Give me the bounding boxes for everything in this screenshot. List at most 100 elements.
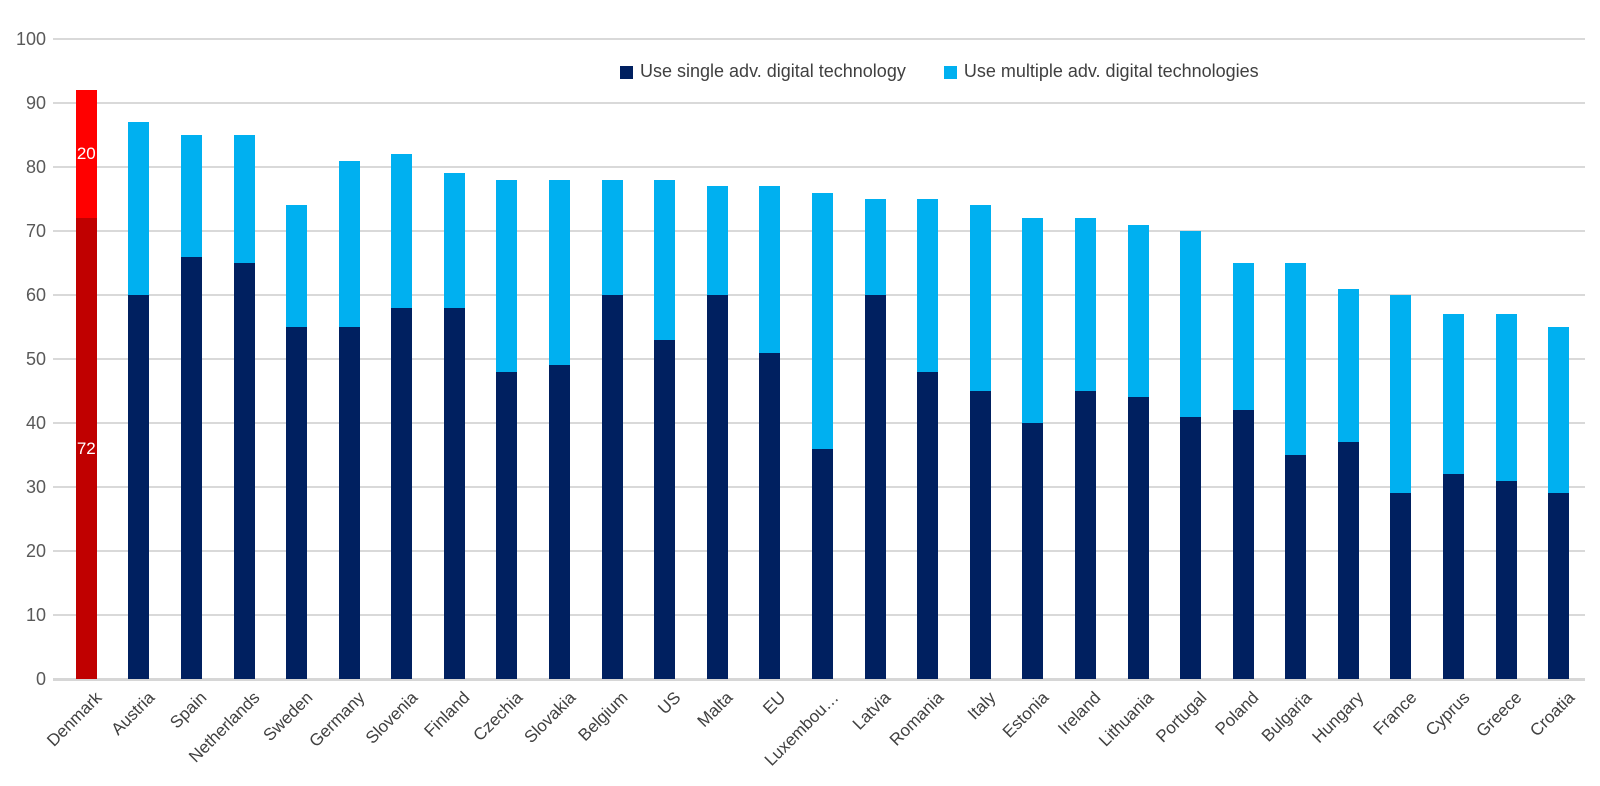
bar-malta — [706, 186, 728, 679]
bar-france-single-segment — [1390, 493, 1412, 679]
bar-croatia-multiple-segment — [1548, 327, 1570, 494]
bar-eu-multiple-segment — [759, 186, 781, 353]
bar-ireland-multiple-segment — [1074, 218, 1096, 391]
bar-malta-multiple-segment — [706, 186, 728, 295]
bar-germany-single-segment — [338, 327, 360, 679]
bar-finland-multiple-segment — [443, 173, 465, 308]
gridline — [53, 102, 1585, 104]
bar-spain-single-segment — [180, 256, 202, 679]
legend-swatch-single-icon — [620, 65, 633, 79]
bar-germany-multiple-segment — [338, 160, 360, 327]
bar-value-label-multiple: 20 — [76, 144, 96, 164]
bar-lithuania-single-segment — [1127, 397, 1149, 679]
bar-us-single-segment — [654, 339, 676, 679]
bar-slovakia-multiple-segment — [549, 179, 571, 366]
bar-estonia — [1022, 218, 1044, 679]
plot-area: 20 72 — [53, 38, 1585, 681]
bar-slovakia-single-segment — [549, 365, 571, 679]
y-tick-label: 50 — [25, 349, 46, 369]
x-axis-line — [53, 678, 1585, 681]
y-tick-label: 60 — [25, 285, 46, 305]
bar-spain — [180, 135, 202, 679]
bar-france — [1390, 295, 1412, 679]
y-tick-label: 10 — [25, 605, 46, 625]
bar-romania — [917, 199, 939, 679]
bar-bulgaria-multiple-segment — [1285, 263, 1307, 455]
bar-austria-single-segment — [128, 295, 150, 679]
bar-italy-single-segment — [969, 391, 991, 679]
bar-ireland — [1074, 218, 1096, 679]
bar-estonia-single-segment — [1022, 423, 1044, 679]
bar-estonia-multiple-segment — [1022, 218, 1044, 423]
bar-cyprus — [1443, 314, 1465, 679]
y-tick-label: 30 — [25, 477, 46, 497]
bar-greece-multiple-segment — [1495, 314, 1517, 481]
bar-us-multiple-segment — [654, 179, 676, 340]
bar-belgium-single-segment — [601, 295, 623, 679]
x-tick-label-denmark: Denmark — [43, 688, 106, 751]
y-tick-label: 100 — [15, 29, 46, 49]
legend-item-single: Use single adv. digital technology — [620, 61, 906, 82]
bar-slovenia-multiple-segment — [391, 154, 413, 308]
bar-austria-multiple-segment — [128, 122, 150, 295]
bar-netherlands — [233, 135, 255, 679]
bar-bulgaria-single-segment — [1285, 455, 1307, 679]
bar-austria — [128, 122, 150, 679]
bar-portugal-multiple-segment — [1180, 231, 1202, 417]
bar-finland — [443, 173, 465, 679]
bar-germany — [338, 160, 360, 679]
bar-cyprus-multiple-segment — [1443, 314, 1465, 475]
bar-latvia-single-segment — [864, 295, 886, 679]
bar-belgium — [601, 179, 623, 679]
bar-latvia — [864, 199, 886, 679]
bar-czechia-multiple-segment — [496, 179, 518, 372]
legend-label-multiple: Use multiple adv. digital technologies — [963, 61, 1259, 81]
bar-denmark: 20 72 — [75, 90, 97, 679]
bar-croatia — [1548, 327, 1570, 679]
bar-poland — [1232, 263, 1254, 679]
bar-italy — [969, 205, 991, 679]
legend: Use single adv. digital technology Use m… — [620, 61, 1259, 82]
bar-lithuania — [1127, 224, 1149, 679]
bar-greece — [1495, 314, 1517, 679]
bar-luxembourg-single-segment — [812, 448, 833, 679]
gridline — [53, 166, 1585, 168]
bar-slovenia-single-segment — [391, 307, 413, 679]
bar-value-label-single: 72 — [76, 438, 96, 458]
gridline — [53, 38, 1585, 40]
bar-lithuania-multiple-segment — [1127, 224, 1149, 398]
bar-poland-single-segment — [1232, 410, 1254, 679]
y-tick-label: 20 — [25, 541, 46, 561]
bar-poland-multiple-segment — [1232, 263, 1254, 411]
bar-latvia-multiple-segment — [864, 199, 886, 295]
bar-finland-single-segment — [443, 307, 465, 679]
bar-eu — [759, 186, 781, 679]
bar-bulgaria — [1285, 263, 1307, 679]
bar-portugal — [1180, 231, 1202, 679]
y-tick-label: 70 — [25, 221, 46, 241]
bar-czechia-single-segment — [496, 371, 518, 679]
y-tick-label: 0 — [35, 669, 46, 689]
legend-label-single: Use single adv. digital technology — [640, 61, 906, 81]
bar-slovenia — [391, 154, 413, 679]
bar-malta-single-segment — [706, 295, 728, 679]
y-tick-label: 40 — [25, 413, 46, 433]
bar-denmark-multiple-segment — [75, 90, 97, 219]
bar-czechia — [496, 179, 518, 679]
bar-hungary-single-segment — [1337, 442, 1359, 679]
bar-italy-multiple-segment — [969, 205, 991, 391]
y-tick-label: 90 — [25, 93, 46, 113]
bar-romania-multiple-segment — [917, 199, 939, 372]
bar-eu-single-segment — [759, 352, 781, 679]
bar-netherlands-single-segment — [233, 263, 255, 679]
bar-sweden-multiple-segment — [286, 205, 308, 327]
legend-item-multiple: Use multiple adv. digital technologies — [943, 61, 1259, 82]
bar-luxembourg — [812, 192, 833, 679]
bar-us — [654, 179, 676, 679]
bar-hungary-multiple-segment — [1337, 288, 1359, 443]
bar-sweden — [286, 205, 308, 679]
bar-luxembourg-multiple-segment — [812, 192, 833, 449]
bar-ireland-single-segment — [1074, 391, 1096, 679]
bar-spain-multiple-segment — [180, 135, 202, 257]
